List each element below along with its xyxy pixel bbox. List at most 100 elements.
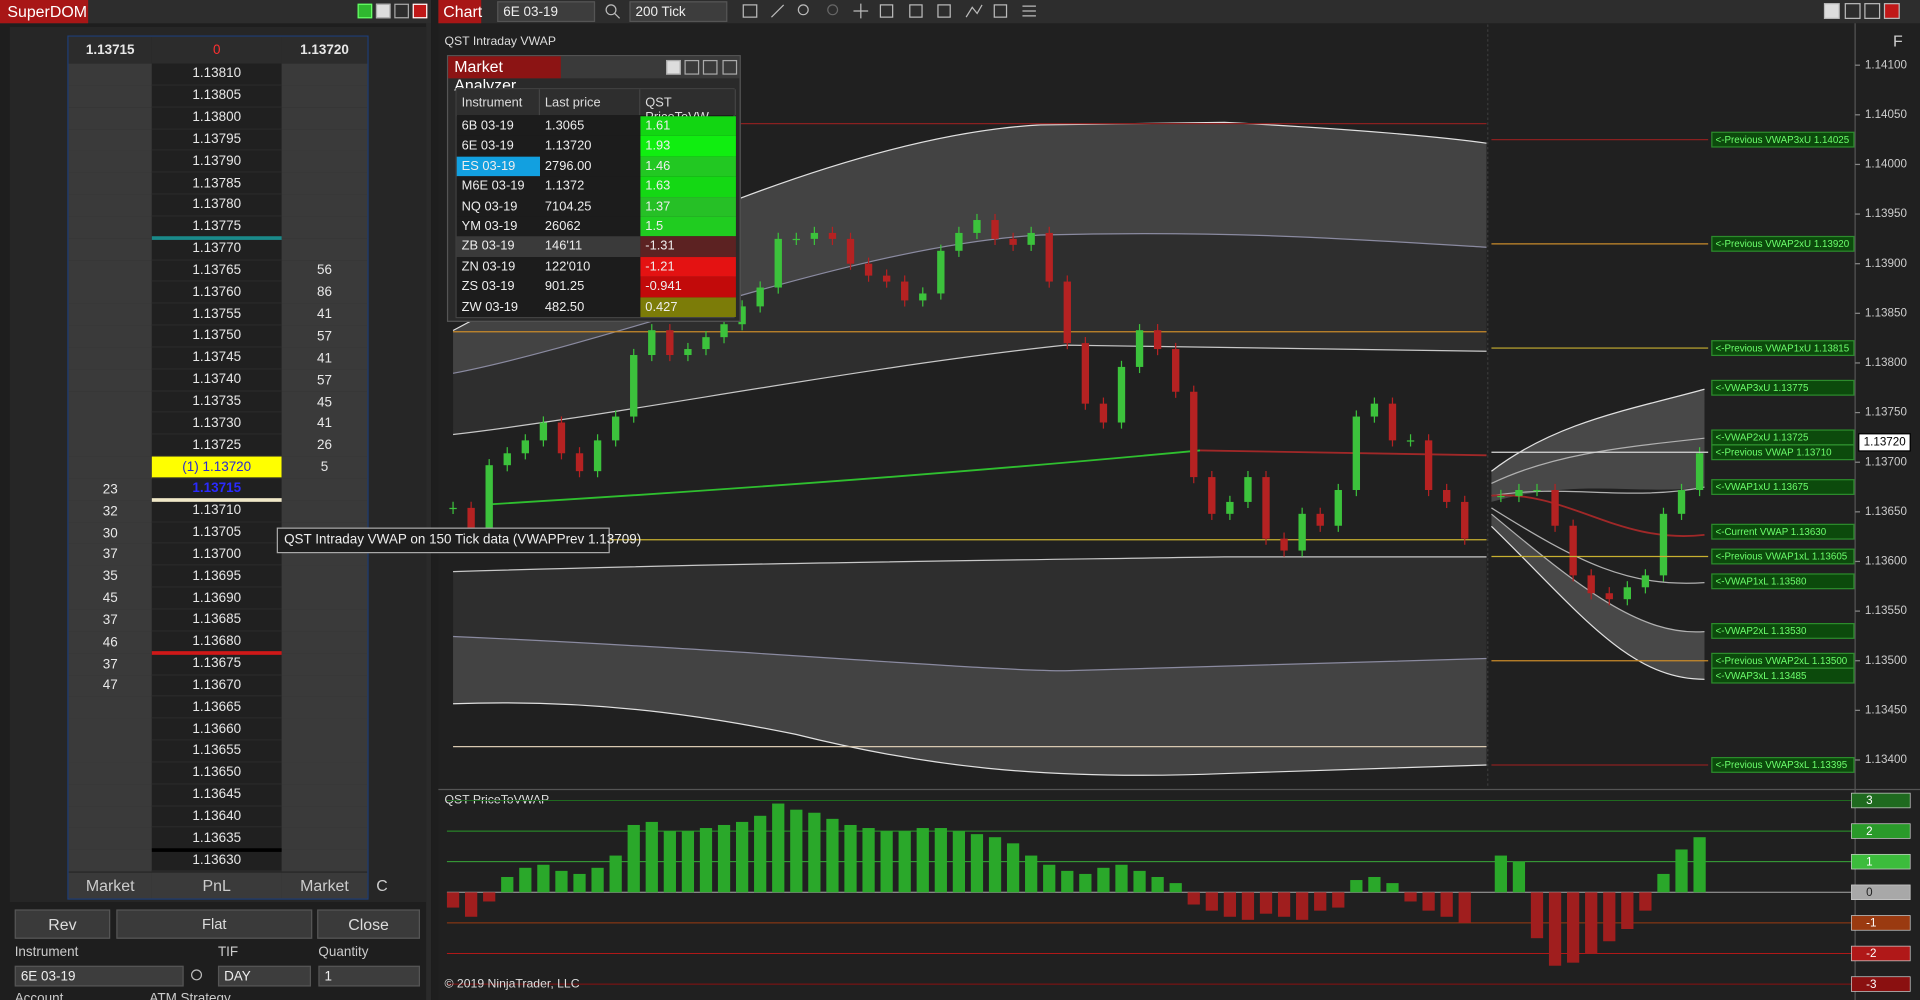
price-cell: 1.13695 <box>151 565 282 588</box>
field-input[interactable]: 1 <box>318 965 421 987</box>
histogram-bar <box>537 864 550 893</box>
instrument-cell: ZS 03-19 <box>456 276 541 297</box>
candle-body <box>1172 349 1180 392</box>
y-tick-label: 1.13450 <box>1865 703 1908 716</box>
candle-body <box>774 238 782 288</box>
field-label: Quantity <box>318 944 369 960</box>
instrument-cell: M6E 03-19 <box>456 176 541 197</box>
candle <box>1659 507 1668 582</box>
instrument-cell: ZW 03-19 <box>456 296 541 317</box>
ask-cell: 26 <box>281 434 368 457</box>
histogram-bar <box>916 828 929 893</box>
level-label: <-Previous VWAP2xL 1.13500 <box>1716 656 1848 667</box>
level-label-box <box>1711 667 1855 684</box>
candle <box>1605 587 1613 606</box>
price-cell: 1.13685 <box>151 609 282 632</box>
last-price-cell: 122'010 <box>540 256 641 277</box>
ask-cell <box>281 500 368 523</box>
candle <box>503 447 511 472</box>
instrument-cell: ES 03-19 <box>456 156 541 177</box>
field-input[interactable]: DAY <box>217 965 312 987</box>
histogram-bar <box>1422 892 1435 911</box>
link-button[interactable] <box>357 3 373 19</box>
price-cell: 1.13800 <box>151 107 282 130</box>
side-button[interactable]: F <box>1893 31 1903 51</box>
candle <box>1370 397 1379 423</box>
level-label-box <box>1711 573 1855 590</box>
price-cell: 1.13755 <box>151 303 282 326</box>
candle-body <box>1461 501 1469 539</box>
candle <box>1587 569 1595 600</box>
y-tick-label: 2 <box>1866 825 1872 838</box>
minimize-button[interactable] <box>375 3 391 19</box>
y-tick-label: 1.13600 <box>1865 555 1908 568</box>
ask-cell <box>281 478 368 501</box>
candle <box>1117 360 1126 429</box>
interval-select[interactable]: 200 Tick <box>629 1 728 23</box>
panel-title: QST Intraday VWAP <box>444 34 556 48</box>
field-input[interactable]: 6E 03-19 <box>14 965 184 987</box>
order-button[interactable]: Rev <box>14 909 111 939</box>
histogram-bar <box>1115 864 1128 893</box>
bid-cell <box>68 194 152 217</box>
close-button[interactable] <box>412 3 428 19</box>
maximize-button[interactable] <box>394 3 409 19</box>
histogram-bar <box>970 834 984 893</box>
band-line <box>1491 525 1705 680</box>
price-cell: 1.13675 <box>151 653 282 676</box>
candle-body <box>648 330 656 356</box>
minimize-button[interactable] <box>666 59 681 75</box>
candle <box>1153 324 1162 356</box>
histogram-bar <box>1440 892 1453 917</box>
candle-body <box>991 220 999 239</box>
candle-body <box>1153 330 1162 350</box>
chart-tab[interactable]: Chart <box>438 0 482 24</box>
candle-body <box>1063 281 1071 344</box>
candle-body <box>1190 391 1198 478</box>
level-label-box <box>1711 623 1855 639</box>
close-button[interactable] <box>722 59 738 75</box>
field-label: Instrument <box>14 944 79 960</box>
bid-cell <box>68 107 152 130</box>
maximize-button[interactable] <box>702 59 718 75</box>
tick-label-box <box>1851 823 1911 839</box>
candle <box>1388 397 1397 447</box>
last-price-label: 1.13720 <box>1864 435 1907 448</box>
histogram-bar <box>1639 892 1652 911</box>
candle-body <box>1587 575 1595 594</box>
instrument-select[interactable]: 6E 03-19 <box>497 1 596 23</box>
column-header[interactable]: Instrument <box>456 89 541 116</box>
histogram-bar <box>1603 892 1616 942</box>
candle <box>991 213 999 246</box>
order-button[interactable]: Close <box>317 909 421 939</box>
search-icon[interactable] <box>191 969 203 981</box>
candle-body <box>1641 575 1650 588</box>
ladder-footer[interactable]: Market <box>281 872 368 899</box>
ask-cell <box>281 609 368 632</box>
ladder-footer[interactable]: PnL <box>151 872 282 899</box>
restore-button[interactable] <box>684 59 700 75</box>
histogram-bar <box>1548 892 1562 966</box>
ladder-footer[interactable]: C <box>376 876 388 895</box>
histogram-bar <box>826 818 839 893</box>
candle <box>1063 275 1071 350</box>
y-tick-label: 1.14000 <box>1865 158 1908 171</box>
level-label: <-Current VWAP 1.13630 <box>1716 527 1827 538</box>
order-button[interactable]: Flat <box>116 909 313 939</box>
tick-label-box <box>1851 915 1911 931</box>
candle-body <box>1117 366 1126 423</box>
price-cell: 1.13670 <box>151 675 282 697</box>
ladder-footer[interactable]: Market <box>68 872 152 899</box>
column-header[interactable]: QST PriceToVW <box>640 89 736 125</box>
histogram-bar <box>1675 849 1688 893</box>
candle <box>1515 483 1523 503</box>
histogram-bar <box>1657 873 1670 893</box>
column-header[interactable]: Last price <box>540 89 641 116</box>
candle <box>1244 470 1252 509</box>
histogram-bar <box>1241 892 1255 920</box>
candle-body <box>1226 501 1234 514</box>
histogram-bar <box>1621 892 1634 930</box>
candle-body <box>521 440 529 454</box>
candle-body <box>1316 513 1324 526</box>
